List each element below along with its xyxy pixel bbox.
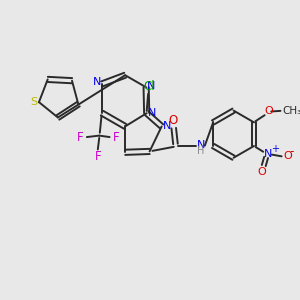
Text: H: H bbox=[197, 146, 205, 156]
Text: N: N bbox=[163, 122, 172, 131]
Text: O: O bbox=[169, 114, 178, 127]
Text: O: O bbox=[265, 106, 273, 116]
Text: -: - bbox=[290, 146, 294, 158]
Text: O: O bbox=[283, 151, 292, 161]
Text: S: S bbox=[30, 97, 37, 107]
Text: N: N bbox=[148, 108, 157, 118]
Text: F: F bbox=[94, 150, 101, 163]
Text: CH₃: CH₃ bbox=[282, 106, 300, 116]
Text: N: N bbox=[93, 77, 101, 87]
Text: F: F bbox=[113, 130, 120, 144]
Text: O: O bbox=[258, 167, 266, 177]
Text: F: F bbox=[77, 130, 83, 144]
Text: +: + bbox=[271, 144, 279, 154]
Text: N: N bbox=[264, 149, 272, 159]
Text: N: N bbox=[147, 81, 155, 91]
Text: N: N bbox=[196, 140, 205, 150]
Text: Cl: Cl bbox=[144, 80, 155, 93]
